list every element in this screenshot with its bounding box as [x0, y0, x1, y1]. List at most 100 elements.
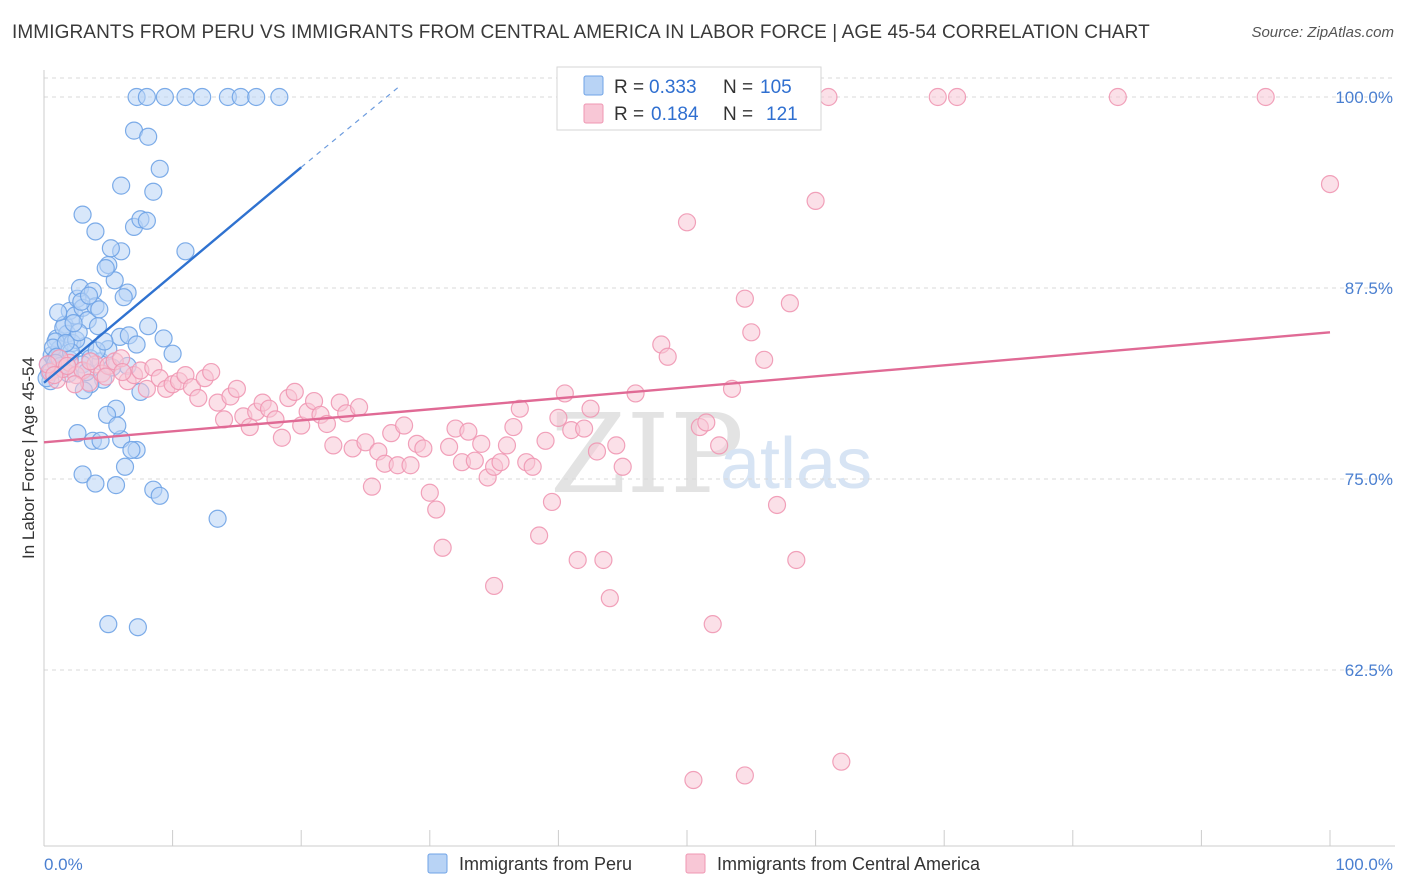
- central-america-point: [491, 453, 510, 472]
- central-america-point: [658, 347, 677, 366]
- central-america-point: [113, 362, 132, 382]
- peru-point: [139, 317, 158, 336]
- peru-point: [106, 476, 126, 495]
- trend-lines: [43, 87, 1331, 444]
- series-central-points: [38, 87, 1340, 790]
- peru-point: [154, 329, 173, 348]
- legend-n-value-central: 121: [766, 104, 798, 125]
- peru-point: [137, 211, 156, 230]
- legend-n-value-peru: 105: [760, 77, 792, 98]
- central-america-point: [427, 500, 446, 519]
- legend-n-label-central: N =: [723, 104, 753, 125]
- central-america-point: [420, 483, 439, 502]
- central-america-point: [755, 350, 774, 369]
- chart-title: IMMIGRANTS FROM PERU VS IMMIGRANTS FROM …: [12, 22, 1150, 43]
- central-america-point: [504, 417, 523, 437]
- legend-n-label-peru: N =: [723, 77, 753, 98]
- peru-point: [91, 431, 110, 450]
- bottom-legend-label-peru: Immigrants from Peru: [459, 854, 632, 874]
- central-america-point: [465, 451, 484, 470]
- legend-swatch-peru: [583, 75, 604, 96]
- central-america-point: [81, 352, 100, 371]
- central-america-point: [581, 399, 600, 418]
- central-america-point: [697, 413, 716, 432]
- central-america-point: [324, 436, 343, 455]
- peru-point: [247, 87, 266, 107]
- legend-swatch-central: [583, 103, 604, 124]
- peru-point: [49, 303, 68, 322]
- peru-point: [112, 176, 131, 195]
- x-tick-label-max: 100.0%: [1335, 855, 1393, 874]
- y-tick-label: 87.5%: [1345, 279, 1393, 298]
- central-america-point: [735, 289, 754, 308]
- central-america-point: [684, 770, 703, 790]
- peru-point: [122, 440, 141, 460]
- peru-point: [73, 205, 92, 224]
- central-america-point: [272, 428, 292, 447]
- peru-point: [144, 182, 163, 201]
- peru-point: [176, 87, 195, 107]
- central-america-point: [947, 87, 967, 107]
- central-america-point: [137, 379, 156, 398]
- peru-point: [163, 344, 182, 363]
- central-america-point: [362, 477, 382, 496]
- peru-point: [96, 259, 115, 278]
- peru-point: [139, 127, 158, 146]
- peru-point: [101, 239, 120, 258]
- central-america-point: [607, 436, 626, 455]
- y-tick-label: 100.0%: [1335, 88, 1393, 107]
- central-america-point: [439, 437, 459, 457]
- y-tick-label: 62.5%: [1345, 661, 1393, 680]
- peru-point: [127, 335, 146, 354]
- peru-point: [208, 509, 227, 528]
- central-america-point: [65, 375, 84, 394]
- peru-point: [155, 87, 174, 107]
- peru-point: [137, 87, 156, 107]
- central-america-point: [459, 422, 478, 441]
- central-america-point: [266, 410, 285, 429]
- central-america-point: [401, 456, 420, 475]
- central-america-point: [542, 492, 562, 512]
- central-america-point: [523, 457, 542, 476]
- central-america-point: [613, 457, 632, 476]
- bottom-legend-label-central: Immigrants from Central America: [717, 854, 981, 874]
- central-america-point: [202, 362, 221, 382]
- central-america-point: [227, 379, 246, 398]
- peru-point: [108, 416, 127, 435]
- peru-point: [90, 300, 109, 319]
- central-america-point: [356, 433, 375, 452]
- peru-point: [73, 465, 92, 484]
- peru-point: [64, 314, 83, 333]
- central-america-point: [510, 399, 529, 418]
- peru-point: [99, 615, 118, 634]
- peru-point: [150, 486, 169, 505]
- y-axis-label: In Labor Force | Age 45-54: [19, 357, 38, 559]
- central-america-point: [530, 526, 549, 545]
- central-trend-line: [43, 331, 1331, 444]
- central-america-point: [394, 416, 414, 435]
- peru-point: [270, 87, 289, 107]
- central-america-point: [806, 191, 825, 211]
- central-america-point: [780, 294, 799, 313]
- central-america-point: [819, 87, 838, 107]
- watermark-zip: ZIP: [550, 390, 744, 518]
- peru-point: [128, 618, 147, 637]
- central-america-point: [575, 419, 594, 438]
- central-america-point: [189, 388, 208, 408]
- peru-trend-line: [43, 166, 302, 384]
- central-america-point: [1256, 87, 1275, 107]
- central-america-point: [58, 356, 77, 376]
- bottom-legend-swatch-peru: [427, 853, 448, 874]
- x-tick-label-min: 0.0%: [44, 855, 83, 874]
- central-america-point: [587, 442, 607, 461]
- peru-point: [68, 424, 87, 443]
- central-america-point: [549, 408, 568, 427]
- x-ticks: [43, 830, 1331, 846]
- central-america-point: [677, 213, 697, 232]
- central-america-point: [568, 550, 587, 570]
- central-america-point: [485, 576, 504, 596]
- bottom-legend-swatch-central: [685, 853, 706, 874]
- peru-point: [114, 288, 133, 307]
- central-america-point: [285, 382, 304, 402]
